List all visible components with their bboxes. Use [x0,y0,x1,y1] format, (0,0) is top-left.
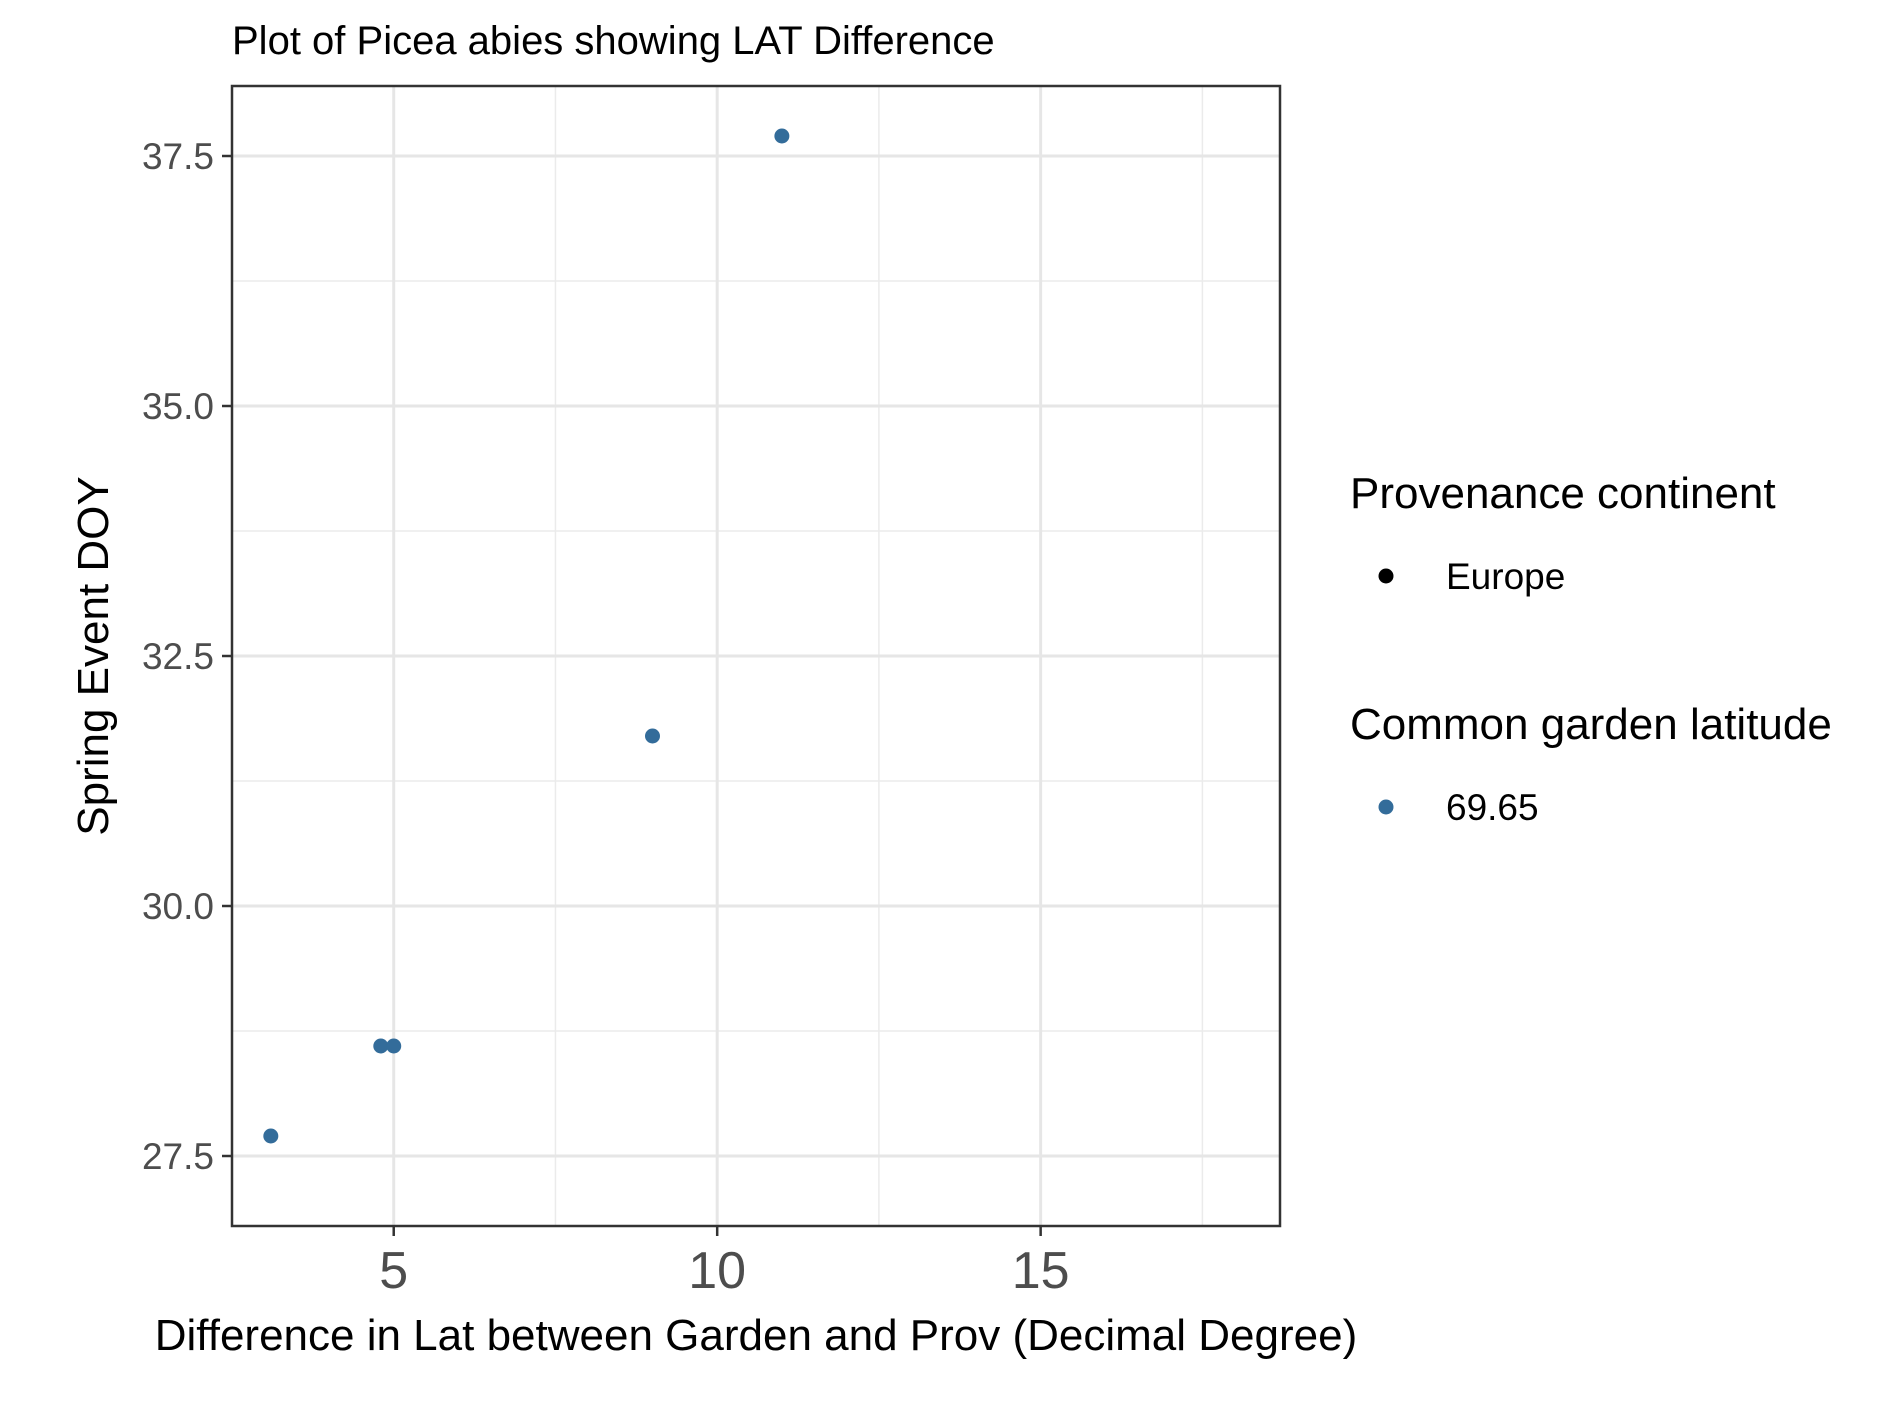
y-tick-label: 35.0 [142,386,214,427]
y-axis-ticks: 27.5 30.0 32.5 35.0 37.5 [142,136,232,1177]
data-point [774,128,790,144]
legend-label: Europe [1446,556,1565,597]
data-points [263,128,790,1144]
major-grid [232,86,1280,1226]
legend: Provenance continent Europe Common garden … [1350,469,1832,828]
legend-label: 69.65 [1446,787,1539,828]
legend-title: Provenance continent [1350,469,1776,518]
legend-key [1378,799,1394,815]
x-axis-title: Difference in Lat between Garden and Pro… [155,1311,1357,1360]
data-point [386,1038,402,1054]
x-tick-label: 15 [1012,1242,1070,1300]
legend-key [1378,568,1394,584]
data-point [373,1038,389,1054]
x-tick-label: 5 [379,1242,408,1300]
data-point [263,1128,279,1144]
y-axis-title: Spring Event DOY [69,476,118,836]
chart-title: Plot of Picea abies showing LAT Differen… [232,19,995,63]
y-tick-label: 32.5 [142,636,214,677]
x-tick-label: 10 [688,1242,746,1300]
legend-title: Common garden latitude [1350,700,1832,749]
data-point [644,728,660,744]
x-axis-ticks: 5 10 15 [379,1226,1070,1300]
y-tick-label: 37.5 [142,136,214,177]
y-tick-label: 27.5 [142,1136,214,1177]
y-tick-label: 30.0 [142,886,214,927]
